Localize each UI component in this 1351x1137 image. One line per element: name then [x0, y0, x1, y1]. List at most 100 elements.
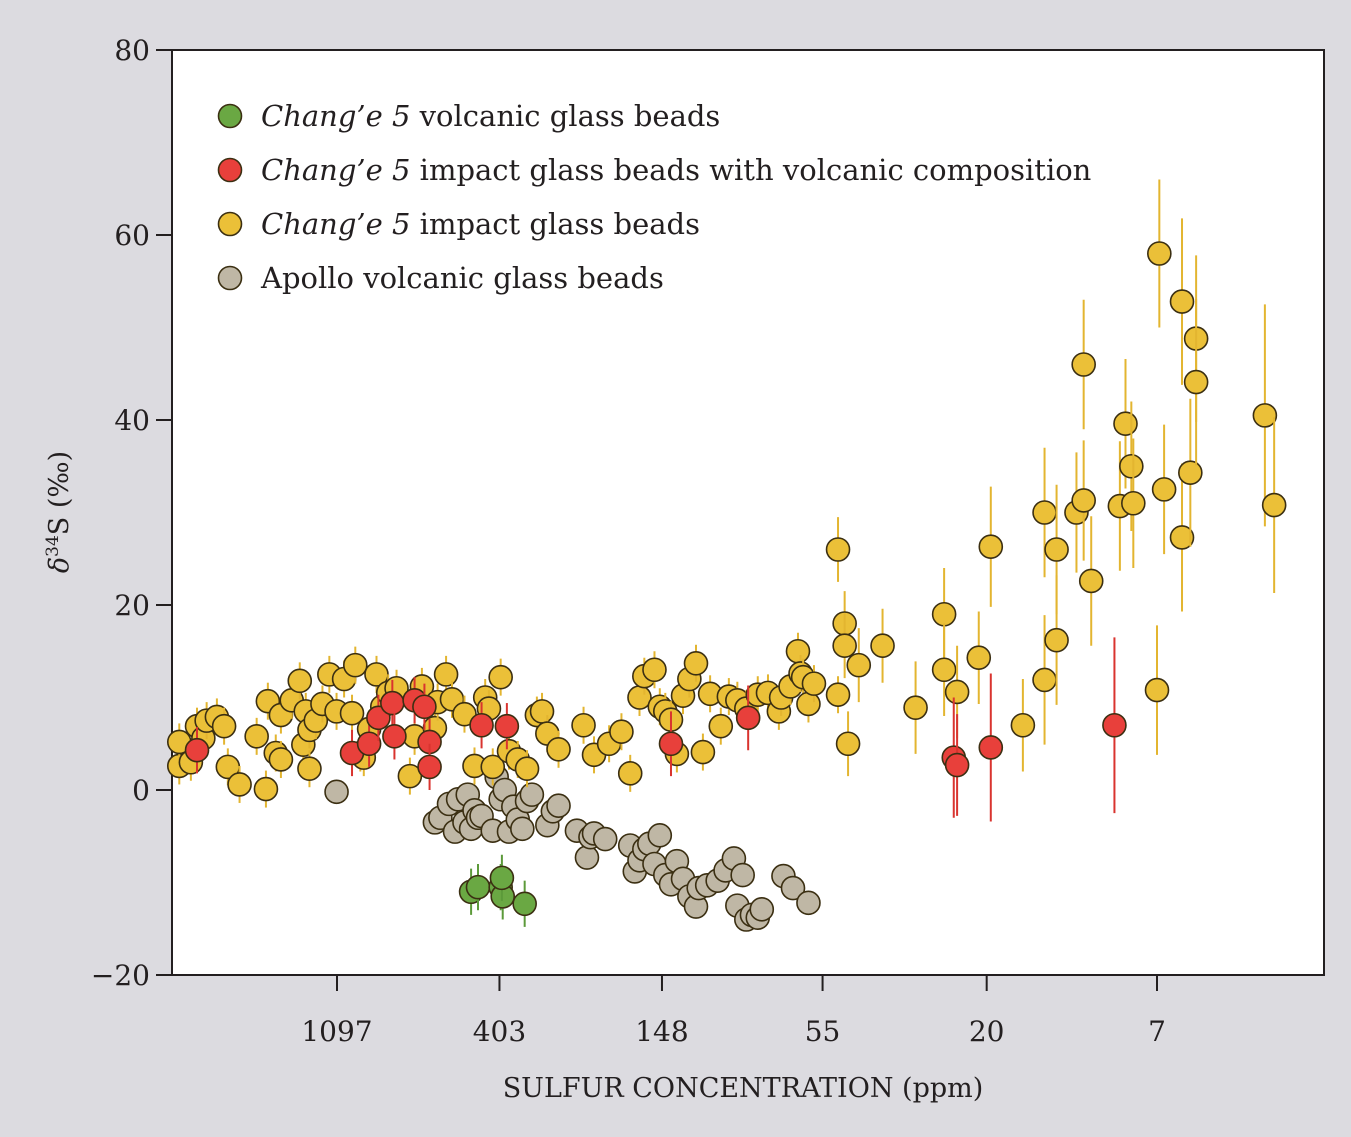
- data-point: [735, 705, 761, 731]
- data-point: [647, 823, 673, 848]
- data-point: [324, 779, 349, 805]
- data-point: [1044, 537, 1069, 562]
- data-point: [931, 657, 957, 683]
- x-tick-label: 148: [635, 1015, 688, 1048]
- data-point: [356, 731, 382, 757]
- data-point: [268, 747, 294, 772]
- data-point: [397, 763, 423, 789]
- data-point: [184, 737, 210, 763]
- data-point: [978, 735, 1004, 760]
- series-0: [458, 854, 537, 927]
- legend-label: Chang’e 5 impact glass beads: [261, 207, 700, 241]
- data-point: [642, 657, 667, 683]
- data-point: [465, 874, 491, 900]
- legend-label: Apollo volcanic glass beads: [260, 261, 664, 295]
- data-point: [944, 752, 970, 778]
- data-point: [749, 897, 775, 922]
- plot-area: [171, 49, 1325, 976]
- data-point: [1147, 241, 1172, 266]
- data-point: [592, 826, 618, 852]
- data-point: [1044, 627, 1069, 653]
- legend-marker: [217, 157, 243, 183]
- data-point: [796, 691, 821, 717]
- data-point: [382, 724, 407, 749]
- series-1: [184, 637, 1127, 822]
- data-point: [489, 865, 515, 891]
- legend-marker: [217, 211, 243, 237]
- data-point: [342, 652, 368, 678]
- data-point: [574, 845, 600, 870]
- legend-marker: [217, 103, 243, 129]
- data-point: [931, 601, 957, 627]
- data-point: [1144, 677, 1170, 703]
- data-point: [617, 761, 643, 786]
- data-point: [683, 650, 709, 676]
- data-point: [708, 713, 734, 739]
- axis-ticks: −20 0 20 40 60 80 1097 403 148 55 20 7: [91, 34, 1166, 1048]
- data-point: [494, 713, 520, 739]
- series-2: [166, 179, 1287, 808]
- data-point: [658, 731, 684, 757]
- data-point: [529, 699, 555, 724]
- data-point: [1261, 492, 1287, 518]
- legend-label-rest: impact glass beads with volcanic composi…: [410, 153, 1091, 187]
- y-axis-title-suffix: S (‰): [44, 451, 75, 535]
- data-point: [627, 685, 652, 710]
- x-tick-label: 1097: [301, 1015, 372, 1048]
- data-point: [1169, 289, 1195, 314]
- y-axis-title-prefix: δ: [44, 557, 75, 573]
- data-point: [417, 754, 442, 780]
- y-tick-label: 0: [132, 774, 150, 807]
- y-tick-label: −20: [91, 959, 150, 992]
- data-point: [1121, 490, 1146, 516]
- data-point: [339, 700, 365, 726]
- data-point: [380, 690, 405, 716]
- data-point: [1183, 369, 1209, 395]
- data-point: [571, 712, 596, 738]
- data-point: [801, 671, 827, 696]
- y-tick-label: 20: [114, 589, 150, 622]
- data-point: [244, 724, 269, 749]
- data-point: [546, 736, 571, 762]
- y-axis-title: δ34S (‰): [43, 451, 75, 573]
- data-point: [519, 782, 545, 807]
- x-tick-label: 7: [1148, 1015, 1166, 1048]
- y-axis-title-sup: 34: [43, 535, 63, 557]
- data-marks: [166, 179, 1287, 932]
- data-point: [903, 695, 928, 720]
- legend-marker: [217, 265, 243, 291]
- data-point: [730, 862, 755, 888]
- data-point: [253, 776, 279, 802]
- data-point: [514, 756, 540, 782]
- data-point: [512, 891, 537, 917]
- data-point: [1071, 488, 1096, 513]
- data-point: [978, 534, 1004, 560]
- data-point: [825, 537, 851, 562]
- data-point: [1178, 460, 1203, 486]
- data-point: [1032, 667, 1057, 693]
- data-point: [1032, 500, 1057, 525]
- data-point: [469, 712, 494, 738]
- data-point: [1113, 411, 1138, 437]
- x-axis-title: SULFUR CONCENTRATION (ppm): [503, 1073, 984, 1104]
- data-point: [780, 875, 806, 901]
- data-point: [835, 731, 861, 757]
- y-tick-label: 60: [114, 219, 150, 252]
- data-point: [297, 756, 322, 782]
- legend-label-rest: Apollo volcanic glass beads: [260, 261, 664, 295]
- data-point: [690, 739, 716, 765]
- data-point: [796, 890, 821, 916]
- data-point: [870, 633, 895, 659]
- x-tick-label: 20: [969, 1015, 1005, 1048]
- legend-label-italic: Chang’e 5: [261, 153, 410, 187]
- data-point: [785, 638, 811, 664]
- y-tick-label: 80: [114, 34, 150, 67]
- data-point: [1078, 568, 1104, 594]
- data-point: [1071, 352, 1096, 377]
- data-point: [825, 682, 851, 708]
- data-point: [1252, 403, 1278, 428]
- data-point: [966, 645, 992, 671]
